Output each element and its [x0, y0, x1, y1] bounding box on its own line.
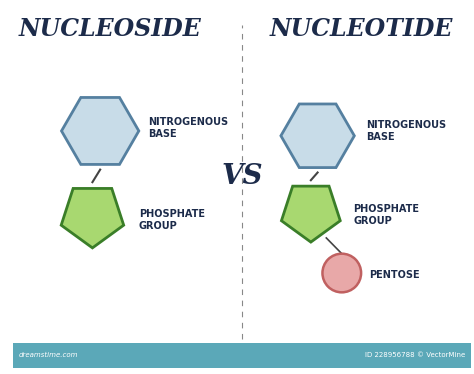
- Text: VS: VS: [221, 163, 263, 190]
- Polygon shape: [62, 98, 139, 165]
- Text: dreamstime.com: dreamstime.com: [19, 352, 79, 358]
- Polygon shape: [281, 104, 355, 168]
- Text: NUCLEOSIDE: NUCLEOSIDE: [18, 18, 201, 42]
- Text: PENTOSE: PENTOSE: [369, 270, 419, 280]
- Circle shape: [322, 254, 361, 292]
- Text: PHOSPHATE
GROUP: PHOSPHATE GROUP: [354, 204, 419, 226]
- Text: ID 228956788 © VectorMine: ID 228956788 © VectorMine: [365, 352, 465, 358]
- Text: NUCLEOTIDE: NUCLEOTIDE: [269, 18, 453, 42]
- Text: NITROGENOUS
BASE: NITROGENOUS BASE: [366, 120, 446, 142]
- Text: NITROGENOUS
BASE: NITROGENOUS BASE: [148, 117, 228, 139]
- Polygon shape: [61, 188, 124, 248]
- Polygon shape: [282, 186, 340, 242]
- FancyBboxPatch shape: [13, 343, 471, 368]
- Text: PHOSPHATE
GROUP: PHOSPHATE GROUP: [139, 209, 205, 231]
